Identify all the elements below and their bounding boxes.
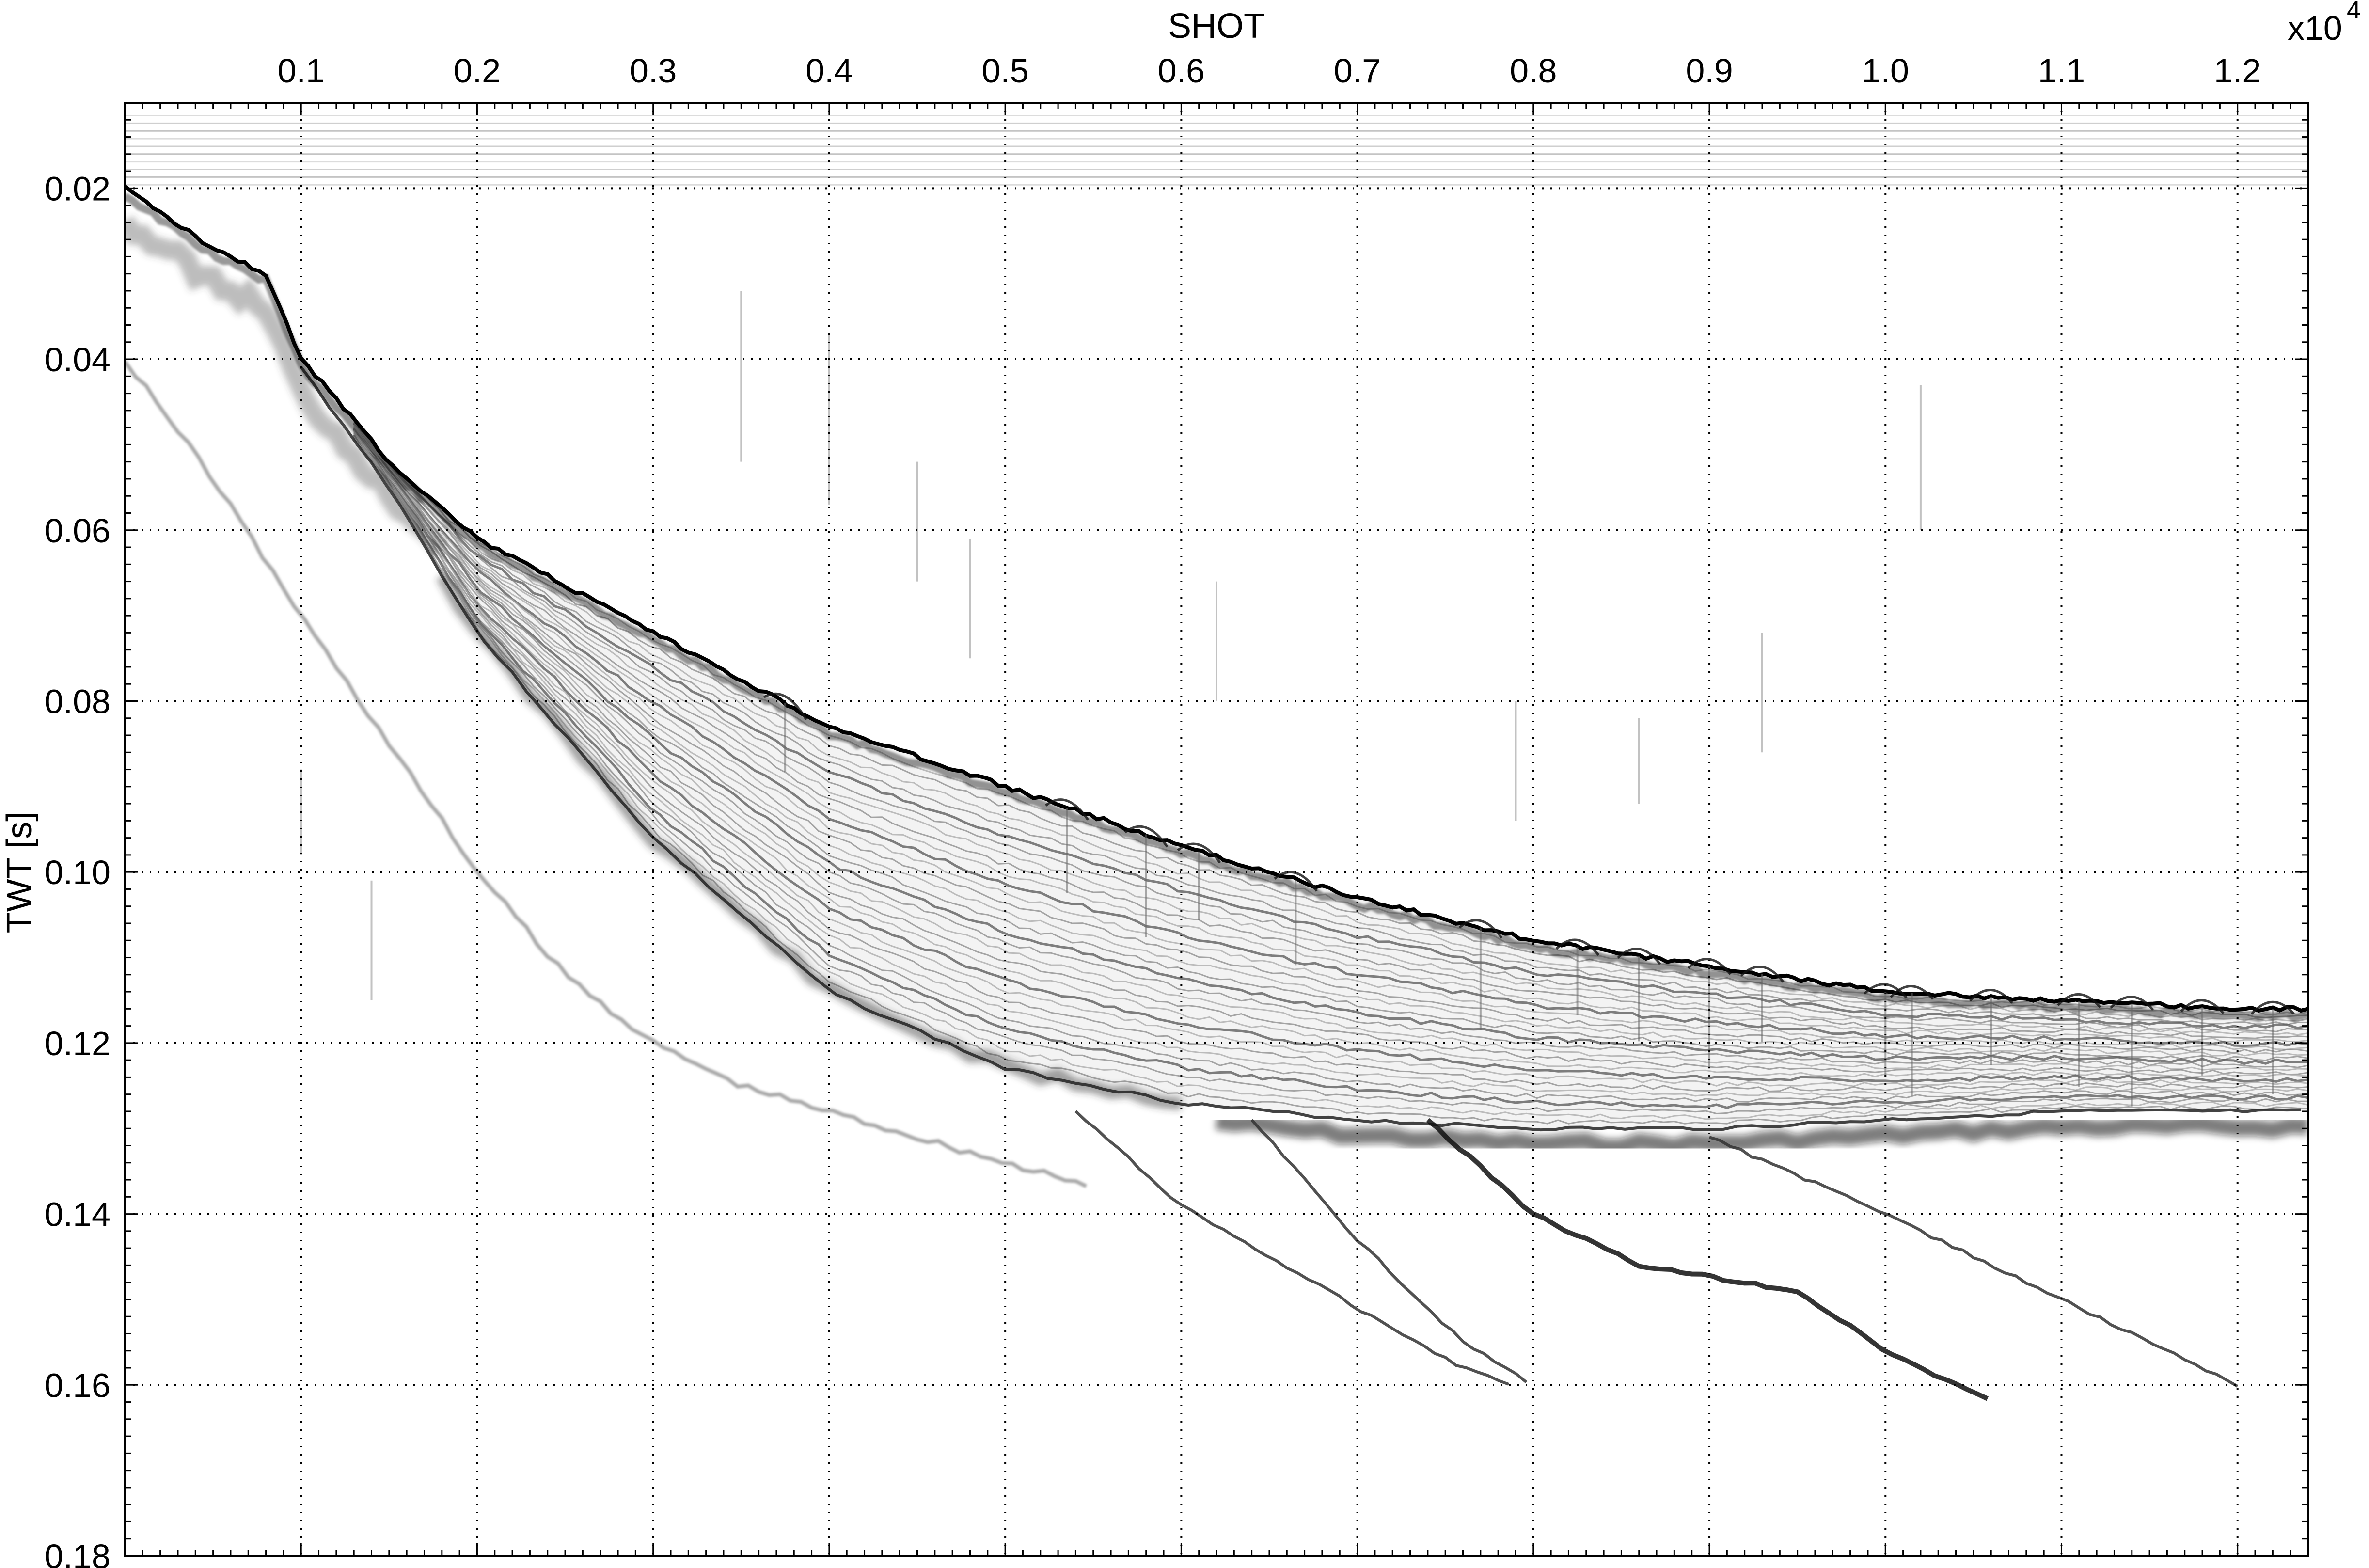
- diffraction-hyperbola: [1458, 919, 1503, 939]
- x-axis-title: SHOT: [1168, 7, 1265, 46]
- y-tick-label: 0.16: [45, 1366, 111, 1404]
- diffraction-hyperbola: [2180, 999, 2225, 1014]
- sediment-layer-line: [353, 425, 2308, 1039]
- sediment-layer-line: [353, 426, 2308, 1057]
- x-tick-label: 0.2: [454, 52, 501, 90]
- plot-background: [125, 103, 2308, 1556]
- x-tick-label: 0.4: [805, 52, 853, 90]
- x-tick-label: 1.1: [2038, 52, 2085, 90]
- dipping-reflector: [1074, 1110, 1510, 1386]
- x-tick-label: 0.1: [278, 52, 325, 90]
- diffraction-hyperbola: [1890, 985, 1934, 1000]
- x-tick-label: 0.3: [630, 52, 677, 90]
- sediment-layer-line: [353, 435, 2308, 1103]
- multiple-reflector: [125, 360, 1087, 1188]
- y-tick-label: 0.18: [45, 1537, 111, 1568]
- x-tick-label: 0.9: [1686, 52, 1733, 90]
- x-tick-label: 0.6: [1158, 52, 1205, 90]
- diffraction-hyperbola: [1740, 966, 1785, 983]
- sediment-layer-line: [353, 423, 2308, 1026]
- diffraction-hyperbola: [763, 692, 807, 720]
- sediment-wash: [301, 359, 2308, 1129]
- sediment-layer-line: [353, 427, 2308, 1050]
- x-tick-label: 1.0: [1862, 52, 1909, 90]
- sediment-layer-line: [353, 428, 2308, 1068]
- axis-ticks: [125, 103, 2308, 1556]
- diffraction-hyperbola: [1177, 842, 1221, 864]
- diffraction-hyperbola: [2250, 1000, 2295, 1015]
- sediment-layer-line: [353, 432, 2308, 1093]
- x-tick-label: 0.8: [1510, 52, 1557, 90]
- sediment-layer-line: [353, 429, 2308, 1061]
- sediment-layer-line: [353, 422, 2308, 1032]
- diffraction-hyperbola: [1555, 938, 1600, 956]
- x-tick-label: 0.5: [981, 52, 1028, 90]
- sediment-layer-line: [353, 434, 2308, 1109]
- y-tick-label: 0.10: [45, 854, 111, 891]
- y-tick-label: 0.14: [45, 1196, 111, 1234]
- diffraction-hyperbola: [1969, 989, 2013, 1004]
- y-tick-label: 0.08: [45, 682, 111, 720]
- diffraction-hyperbola: [1124, 825, 1169, 848]
- seafloor-reflector: [125, 185, 2308, 1013]
- y-tick-label: 0.12: [45, 1025, 111, 1062]
- sediment-layer-line: [353, 438, 2308, 1115]
- sediment-layer-line: [353, 426, 2308, 1054]
- sediment-layer-line: [353, 437, 2308, 1125]
- sediment-layer-line: [353, 427, 2308, 1047]
- x-tick-labels: 0.1 0.2 0.3 0.4 0.5 0.6 0.7 0.8 0.9 1.0 1.1 1.2: [278, 52, 2261, 90]
- sediment-layer-line: [353, 436, 2308, 1097]
- y-tick-label: 0.02: [45, 170, 111, 207]
- sediment-layer-line: [353, 433, 2308, 1087]
- x-multiplier-exponent: 4: [2347, 0, 2361, 24]
- dipping-reflector: [1709, 1136, 2239, 1388]
- x-multiplier-label: x10: [2288, 9, 2342, 47]
- sediment-layer-line: [353, 433, 2308, 1083]
- dipping-reflector: [1250, 1119, 1528, 1383]
- y-tick-labels: 0.02 0.04 0.06 0.08 0.10 0.12 0.14 0.16 0.18: [45, 170, 111, 1568]
- x-tick-label: 0.7: [1334, 52, 1381, 90]
- diffraction-hyperbola: [1687, 958, 1732, 975]
- y-axis-title: TWT [s]: [0, 812, 39, 934]
- x-tick-label: 1.2: [2214, 52, 2261, 90]
- dipping-reflector: [1426, 1118, 1989, 1401]
- sediment-layer-line: [353, 431, 2308, 1076]
- grid: [125, 103, 2308, 1556]
- sediment-layer-line: [353, 438, 2308, 1120]
- diffraction-hyperbola: [1045, 798, 1089, 821]
- y-tick-label: 0.04: [45, 341, 111, 379]
- seismic-image: [125, 114, 2308, 1401]
- sediment-layer-line: [353, 430, 2308, 1078]
- base-dark-zone: [1215, 1113, 2308, 1156]
- sediment-layer-line: [353, 428, 2308, 1065]
- upper-slope-scatter: [125, 216, 449, 556]
- diffraction-hyperbola: [2110, 996, 2154, 1011]
- seafloor-reflector-halo: [125, 192, 2308, 1022]
- sediment-layer-line: [353, 424, 2308, 1043]
- sediment-layer-line: [353, 431, 2308, 1071]
- sediment-layer-line: [353, 422, 2308, 1029]
- base-sediment-reflector: [300, 366, 2301, 1132]
- sediment-layer-line: [353, 425, 2308, 1036]
- y-tick-label: 0.06: [45, 512, 111, 550]
- diffraction-hyperbola: [1617, 948, 1661, 965]
